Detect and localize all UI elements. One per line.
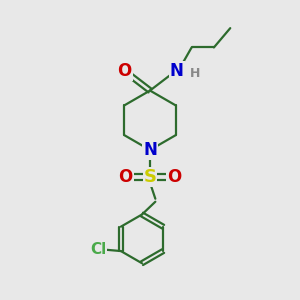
Text: N: N — [143, 141, 157, 159]
Text: O: O — [118, 168, 133, 186]
Text: Cl: Cl — [91, 242, 107, 257]
Text: N: N — [170, 62, 184, 80]
Text: O: O — [118, 62, 132, 80]
Text: H: H — [189, 67, 200, 80]
Text: S: S — [143, 168, 157, 186]
Text: O: O — [167, 168, 182, 186]
